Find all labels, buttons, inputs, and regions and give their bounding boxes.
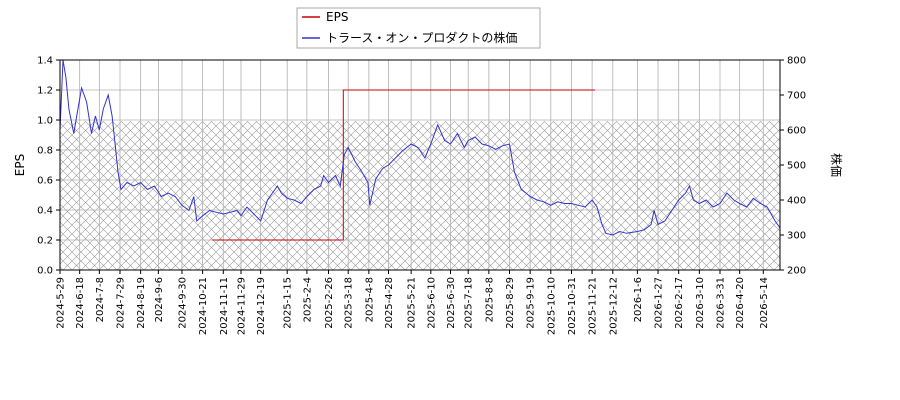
x-tick-label-29: 2026-1-27 — [654, 277, 665, 329]
x-tick-label-10: 2024-12-19 — [256, 277, 267, 335]
x-tick-label-25: 2025-10-31 — [567, 277, 578, 335]
x-tick-label-34: 2026-5-14 — [759, 277, 770, 329]
x-tick-label-13: 2025-2-26 — [324, 277, 335, 329]
x-tick-label-28: 2026-1-6 — [633, 277, 644, 322]
x-tick-label-30: 2026-2-17 — [674, 277, 685, 329]
legend-box — [296, 7, 541, 49]
left-tick-label-7: 1.4 — [37, 56, 53, 67]
x-tick-label-21: 2025-8-8 — [484, 277, 495, 322]
x-tick-label-1: 2024-6-18 — [75, 277, 86, 329]
x-tick-label-12: 2025-2-4 — [302, 277, 313, 322]
x-tick-label-2: 2024-7-8 — [95, 277, 106, 322]
x-tick-label-15: 2025-4-8 — [364, 277, 375, 322]
x-tick-label-26: 2025-11-21 — [588, 277, 599, 335]
x-tick-label-32: 2026-3-31 — [716, 277, 727, 329]
left-tick-label-5: 1.0 — [37, 116, 53, 127]
left-tick-label-1: 0.2 — [37, 236, 53, 247]
left-tick-label-2: 0.4 — [37, 206, 53, 217]
x-tick-label-8: 2024-11-11 — [219, 277, 230, 335]
legend: EPS トラース・オン・プロダクトの株価 — [296, 7, 541, 49]
right-tick-label-2: 400 — [787, 196, 806, 207]
right-tick-label-6: 800 — [787, 56, 806, 67]
x-tick-label-19: 2025-6-30 — [446, 277, 457, 329]
x-tick-label-6: 2024-9-30 — [177, 277, 188, 329]
right-tick-label-0: 200 — [787, 266, 806, 277]
x-tick-label-31: 2026-3-10 — [695, 277, 706, 329]
x-tick-label-11: 2025-1-15 — [283, 277, 294, 329]
x-tick-label-14: 2025-3-18 — [344, 277, 355, 329]
left-tick-label-3: 0.6 — [37, 176, 53, 187]
x-tick-label-33: 2026-4-20 — [735, 277, 746, 329]
left-axis-title: EPS — [13, 154, 27, 176]
series-line-stock-price — [60, 60, 780, 236]
x-tick-label-22: 2025-8-29 — [505, 277, 516, 329]
right-axis-title: 株価 — [829, 153, 844, 177]
x-tick-label-9: 2024-11-29 — [236, 277, 247, 335]
x-tick-label-24: 2025-10-10 — [546, 277, 557, 335]
left-tick-label-6: 1.2 — [37, 86, 53, 97]
right-tick-label-1: 300 — [787, 231, 806, 242]
x-tick-label-16: 2025-4-28 — [384, 277, 395, 329]
right-tick-label-5: 700 — [787, 91, 806, 102]
x-tick-label-18: 2025-6-10 — [426, 277, 437, 329]
x-tick-label-3: 2024-7-29 — [116, 277, 127, 329]
right-tick-label-3: 500 — [787, 161, 806, 172]
x-tick-label-4: 2024-8-19 — [136, 277, 147, 329]
left-tick-label-0: 0.0 — [37, 266, 53, 277]
x-tick-label-23: 2025-9-19 — [526, 277, 537, 329]
x-tick-label-17: 2025-5-21 — [407, 277, 418, 329]
right-tick-label-4: 600 — [787, 126, 806, 137]
x-tick-label-27: 2025-12-12 — [608, 277, 619, 335]
left-tick-label-4: 0.8 — [37, 146, 53, 157]
x-tick-label-20: 2025-7-18 — [464, 277, 475, 329]
x-tick-label-0: 2024-5-29 — [56, 277, 67, 329]
legend-label-eps: EPS — [326, 10, 348, 24]
x-tick-label-7: 2024-10-21 — [198, 277, 209, 335]
hatched-region — [60, 121, 780, 270]
legend-label-stock-price: トラース・オン・プロダクトの株価 — [326, 30, 517, 45]
x-tick-label-5: 2024-9-6 — [154, 277, 165, 322]
